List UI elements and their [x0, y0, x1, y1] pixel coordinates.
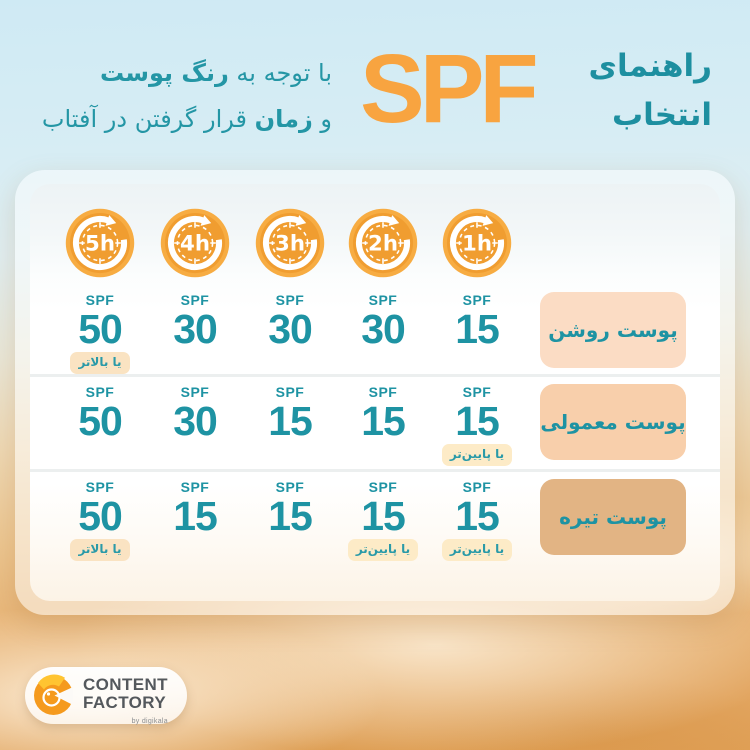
spf-value: 50 — [78, 306, 123, 352]
spf-value: 15 — [361, 493, 406, 539]
duration-label: 5h — [85, 231, 115, 256]
skin-tone-label-dark: پوست تیره — [540, 479, 686, 555]
spf-cell: SPF 15 — [429, 285, 525, 352]
spf-cell: SPF 15 یا پایین‌تر — [429, 377, 525, 466]
subtitle-line2-rest: قرار گرفتن در آفتاب — [41, 105, 247, 133]
subtitle-line2: و زمان قرار گرفتن در آفتاب — [42, 96, 332, 142]
spf-label: SPF — [85, 384, 115, 400]
duration-icon-1h: 1h — [440, 206, 514, 280]
spf-value: 15 — [455, 398, 500, 444]
spf-cell: SPF 50 یا بالاتر — [52, 285, 148, 374]
content-factory-c-icon — [34, 674, 73, 715]
spf-cell: SPF 15 یا پایین‌تر — [335, 472, 431, 561]
spf-label: SPF — [368, 292, 398, 308]
note-badge-higher: یا بالاتر — [70, 539, 130, 561]
subtitle-line1-bold: رنگ پوست — [99, 59, 229, 87]
skin-tone-label-light: پوست روشن — [540, 292, 686, 368]
subtitle-line2-bold: زمان — [254, 105, 313, 133]
spf-label: SPF — [85, 479, 115, 495]
row-divider — [30, 374, 720, 377]
spf-cell: SPF 15 — [242, 472, 338, 539]
spf-value: 15 — [361, 398, 406, 444]
spf-cell: SPF 30 — [335, 285, 431, 352]
subtitle-line2-prefix: و — [320, 105, 332, 133]
page-title: راهنمای انتخاب — [589, 42, 712, 140]
spf-value: 30 — [268, 306, 313, 352]
spf-cell: SPF 50 — [52, 377, 148, 444]
logo-line2: FACTORY — [83, 693, 167, 712]
spf-cell: SPF 30 — [147, 285, 243, 352]
duration-icon-3h: 3h — [253, 206, 327, 280]
note-badge-lower: یا پایین‌تر — [441, 444, 513, 466]
spf-label: SPF — [85, 292, 115, 308]
spf-value: 30 — [361, 306, 406, 352]
spf-label: SPF — [275, 479, 305, 495]
table-row-normal-skin: SPF 50 SPF 30 SPF 15 SPF 15 SPF 15 — [30, 377, 720, 469]
skin-tone-label-normal: پوست معمولی — [540, 384, 686, 460]
spf-label: SPF — [180, 384, 210, 400]
spf-cell: SPF 15 یا پایین‌تر — [429, 472, 525, 561]
spf-table: 5h 4h 3h — [30, 184, 720, 601]
logo-line1: CONTENT — [83, 675, 168, 694]
content-factory-logo: CONTENT FACTORY by digikala — [25, 667, 187, 725]
logo-byline: by digikala — [131, 718, 168, 725]
spf-table-panel: 5h 4h 3h — [15, 170, 735, 615]
clock-arrow-icon: 5h — [65, 208, 135, 278]
note-badge-lower: یا پایین‌تر — [347, 539, 419, 561]
spf-cell: SPF 30 — [242, 285, 338, 352]
duration-label: 4h — [180, 231, 210, 256]
row-divider — [30, 469, 720, 472]
duration-label: 3h — [275, 231, 305, 256]
spf-value: 30 — [173, 306, 218, 352]
spf-cell: SPF 15 — [242, 377, 338, 444]
clock-arrow-icon: 1h — [442, 208, 512, 278]
spf-cell: SPF 15 — [147, 472, 243, 539]
clock-arrow-icon: 2h — [348, 208, 418, 278]
table-row-light-skin: SPF 50 یا بالاتر SPF 30 SPF 30 SPF 30 — [30, 285, 720, 374]
title-line2: انتخاب — [611, 97, 712, 133]
note-badge-higher: یا بالاتر — [70, 352, 130, 374]
spf-cell: SPF 15 — [335, 377, 431, 444]
table-row-dark-skin: SPF 50 یا بالاتر SPF 15 SPF 15 SPF 15 یا… — [30, 472, 720, 565]
duration-label: 1h — [462, 231, 492, 256]
duration-icon-4h: 4h — [158, 206, 232, 280]
spf-label: SPF — [275, 292, 305, 308]
spf-label: SPF — [368, 479, 398, 495]
spf-label: SPF — [368, 384, 398, 400]
spf-cell: SPF 50 یا بالاتر — [52, 472, 148, 561]
duration-icon-2h: 2h — [346, 206, 420, 280]
spf-value: 15 — [455, 306, 500, 352]
spf-value: 50 — [78, 493, 123, 539]
subtitle: با توجه به رنگ پوست و زمان قرار گرفتن در… — [42, 50, 332, 142]
spf-cell: SPF 30 — [147, 377, 243, 444]
spf-value: 15 — [173, 493, 218, 539]
duration-icon-5h: 5h — [63, 206, 137, 280]
subtitle-line1: با توجه به رنگ پوست — [42, 50, 332, 96]
duration-label: 2h — [368, 231, 398, 256]
clock-arrow-icon: 4h — [160, 208, 230, 278]
content-factory-wordmark: CONTENT FACTORY by digikala — [83, 676, 168, 731]
spf-value: 15 — [455, 493, 500, 539]
spf-label: SPF — [275, 384, 305, 400]
spf-label: SPF — [462, 292, 492, 308]
spf-value: 15 — [268, 398, 313, 444]
spf-label: SPF — [180, 292, 210, 308]
spf-value: 15 — [268, 493, 313, 539]
spf-label: SPF — [462, 384, 492, 400]
clock-arrow-icon: 3h — [255, 208, 325, 278]
spf-value: 30 — [173, 398, 218, 444]
spf-value: 50 — [78, 398, 123, 444]
spf-label: SPF — [180, 479, 210, 495]
spf-label: SPF — [462, 479, 492, 495]
note-badge-lower: یا پایین‌تر — [441, 539, 513, 561]
spf-wordmark: SPF — [360, 34, 539, 143]
title-line1: راهنمای — [588, 48, 712, 84]
subtitle-line1-regular: با توجه به — [236, 59, 332, 87]
